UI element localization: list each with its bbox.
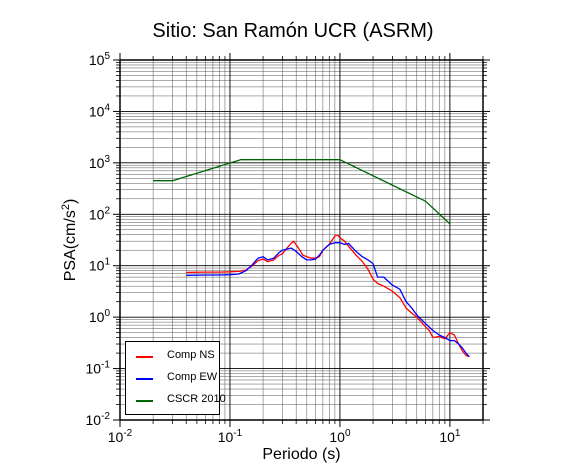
- series-line-comp-ew: [186, 242, 470, 358]
- y-axis-label: PSA(cm/s2): [60, 199, 80, 282]
- y-tick-label: 101: [89, 257, 111, 274]
- tick-layer: [113, 53, 490, 427]
- y-tick-label: 103: [89, 154, 111, 171]
- x-tick-label: 10-2: [108, 428, 133, 445]
- legend-swatch-comp-ew: [136, 378, 153, 380]
- x-tick-label: 100: [329, 428, 351, 445]
- legend-swatch-comp-ns: [136, 356, 153, 358]
- x-tick-label: 10-1: [218, 428, 243, 445]
- legend-item-cscr-2010: CSCR 2010: [126, 390, 226, 410]
- tick-labels: 10-2 10-1 100 101 10-2 10-1 100 101 102 103 104 105: [86, 51, 461, 445]
- legend-label-comp-ns: Comp NS: [167, 349, 215, 361]
- series-line-cscr-2010: [153, 159, 451, 225]
- legend-label-comp-ew: Comp EW: [167, 371, 218, 383]
- legend-item-comp-ew: Comp EW: [126, 368, 219, 388]
- x-axis-label: Periodo (s): [262, 446, 341, 463]
- legend-item-comp-ns: Comp NS: [126, 346, 219, 366]
- x-tick-label: 101: [439, 428, 461, 445]
- y-axis-label-sup: 2: [59, 204, 72, 211]
- y-tick-label: 102: [89, 205, 111, 222]
- legend-label-cscr-2010: CSCR 2010: [167, 393, 226, 405]
- chart-title: Sitio: San Ramón UCR (ASRM): [152, 20, 434, 42]
- y-tick-label: 104: [89, 102, 111, 119]
- series-layer: [153, 159, 470, 358]
- y-tick-label: 100: [89, 308, 111, 325]
- y-tick-label: 10-2: [86, 411, 111, 428]
- series-line-comp-ns: [186, 234, 470, 358]
- y-axis-label-main: PSA(cm/s: [62, 210, 80, 282]
- legend-swatch-cscr-2010: [136, 400, 153, 402]
- y-tick-label: 10-1: [86, 360, 111, 377]
- plot-frame: [119, 59, 484, 421]
- y-tick-label: 105: [89, 51, 111, 68]
- legend: Comp NS Comp EW CSCR 2010: [125, 341, 226, 415]
- y-axis-label-tail: ): [62, 198, 80, 205]
